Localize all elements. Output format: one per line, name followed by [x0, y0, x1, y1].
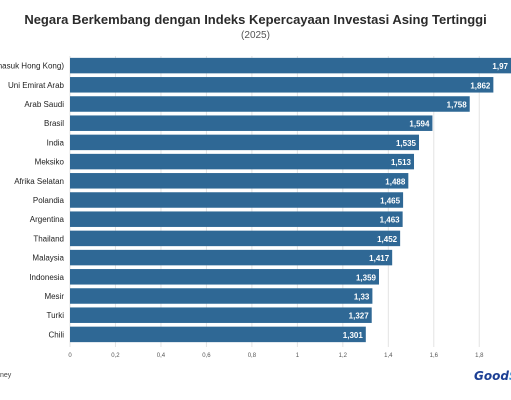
category-label: Meksiko	[35, 158, 65, 167]
bar-value-label: 1,327	[349, 312, 370, 321]
x-tick-label: 1,6	[430, 353, 439, 359]
x-tick-label: 0,6	[202, 353, 211, 359]
category-label: Mesir	[44, 292, 64, 301]
bar-value-label: 1,758	[447, 101, 468, 110]
bar	[70, 307, 372, 323]
x-tick-label: 1,2	[339, 353, 348, 359]
bar	[70, 96, 470, 112]
bar	[70, 173, 409, 189]
category-label: Argentina	[30, 215, 65, 224]
bar	[70, 134, 420, 151]
category-label: Turki	[47, 311, 65, 320]
category-label: Uni Emirat Arab	[8, 81, 65, 90]
category-label: India	[47, 138, 65, 147]
x-tick-label: 0	[68, 353, 72, 359]
bar-value-label: 1,862	[470, 81, 491, 90]
bar-value-label: 1,465	[380, 197, 401, 206]
source-note: ney	[0, 372, 12, 379]
bar-value-label: 1,594	[409, 120, 430, 129]
bar-value-label: 1,535	[396, 139, 417, 148]
bar	[70, 115, 433, 131]
bar	[70, 230, 401, 247]
bar	[70, 326, 366, 343]
chart-title: Negara Berkembang dengan Indeks Kepercay…	[24, 12, 487, 27]
x-tick-label: 1,4	[384, 353, 393, 359]
bar-value-label: 1,488	[385, 177, 406, 186]
bar	[70, 153, 415, 170]
category-label: masuk Hong Kong)	[0, 62, 64, 71]
category-label: Polandia	[33, 196, 65, 205]
brand-logo: GoodS	[474, 369, 511, 383]
category-label: Afrika Selatan	[14, 177, 64, 186]
bar	[70, 211, 403, 227]
chart-subtitle: (2025)	[241, 30, 270, 41]
bar-value-label: 1,463	[380, 216, 401, 225]
bar	[70, 77, 494, 93]
bar-value-label: 1,513	[391, 158, 412, 167]
bar	[70, 57, 511, 74]
category-label: Arab Saudi	[24, 100, 64, 109]
bar	[70, 288, 373, 304]
bar-value-label: 1,97	[492, 62, 508, 71]
bar-value-label: 1,33	[354, 293, 370, 302]
bar	[70, 192, 404, 208]
logo-text: Good	[474, 369, 509, 383]
category-label: Chili	[48, 330, 64, 339]
logo-accent: S	[509, 369, 511, 383]
x-tick-label: 0,4	[157, 353, 166, 359]
x-tick-label: 0,2	[111, 353, 120, 359]
x-tick-label: 0,8	[248, 353, 257, 359]
x-tick-label: 1	[296, 353, 300, 359]
bar-value-label: 1,452	[377, 235, 398, 244]
category-label: Malaysia	[32, 254, 64, 263]
bar-value-label: 1,359	[356, 273, 377, 282]
category-label: Thailand	[33, 234, 64, 243]
bar-value-label: 1,417	[369, 254, 390, 263]
category-label: Brasil	[44, 119, 64, 128]
category-label: Indonesia	[29, 273, 64, 282]
bar	[70, 269, 379, 285]
x-tick-label: 1,8	[475, 353, 484, 359]
bar	[70, 249, 393, 266]
bar-value-label: 1,301	[343, 331, 364, 340]
